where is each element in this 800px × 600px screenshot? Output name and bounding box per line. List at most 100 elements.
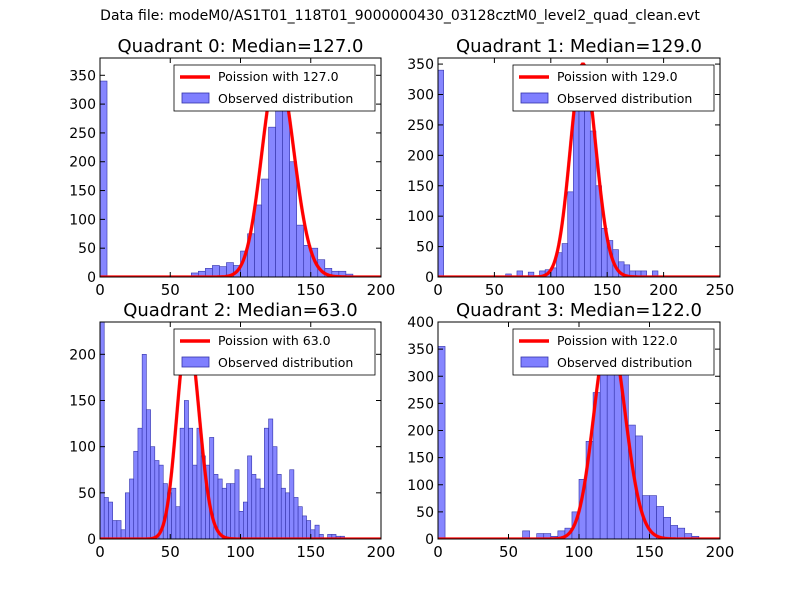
y-tick-label: 100 bbox=[407, 478, 434, 494]
y-tick-label: 100 bbox=[69, 212, 96, 228]
x-tick-label: 0 bbox=[433, 543, 443, 561]
x-tick-label: 50 bbox=[161, 281, 180, 299]
legend-bar-label: Observed distribution bbox=[218, 355, 353, 370]
histogram-bar bbox=[188, 427, 194, 539]
y-tick-label: 200 bbox=[69, 155, 96, 171]
histogram-bar bbox=[268, 126, 276, 277]
panel-quadrant-2: 0 50 100 150 200 0 50 100 150 200 Quadrant 2: Medi… bbox=[69, 300, 395, 561]
legend-line-label: Poission with 129.0 bbox=[557, 69, 678, 84]
y-tick-label: 200 bbox=[407, 148, 434, 164]
histogram-bar bbox=[175, 506, 181, 539]
histogram-bar bbox=[584, 94, 591, 277]
histogram-bar bbox=[255, 478, 261, 539]
legend-line-label: Poission with 63.0 bbox=[218, 333, 331, 348]
x-tick-label: 200 bbox=[367, 543, 396, 561]
x-tick-label: 50 bbox=[161, 543, 180, 561]
histogram-bar bbox=[137, 427, 143, 539]
legend-bar-label: Observed distribution bbox=[557, 355, 692, 370]
legend-bar-label: Observed distribution bbox=[557, 91, 692, 106]
histogram-bar bbox=[599, 359, 608, 539]
histogram-bar bbox=[116, 520, 122, 539]
histogram-bar bbox=[302, 515, 307, 539]
histogram-bar bbox=[171, 487, 177, 539]
histogram-bar bbox=[663, 516, 671, 539]
y-tick-label: 50 bbox=[78, 241, 96, 257]
y-tick-label: 300 bbox=[407, 369, 434, 385]
x-tick-label: 100 bbox=[565, 543, 594, 561]
histogram-bar bbox=[314, 524, 320, 539]
y-tick-label: 350 bbox=[407, 342, 434, 358]
histogram-bar bbox=[567, 191, 574, 277]
histogram-bar bbox=[100, 322, 105, 539]
y-tick-label: 300 bbox=[69, 97, 96, 113]
panel-title: Quadrant 3: Median=122.0 bbox=[456, 300, 702, 321]
histogram-bar bbox=[150, 446, 156, 539]
panel-quadrant-0: 0 50 100 150 200 0 50 100 150 200 250 300 350 Quadran… bbox=[69, 36, 395, 299]
legend-bar-swatch bbox=[520, 92, 549, 104]
y-tick-label: 0 bbox=[87, 532, 96, 548]
legend-bar-swatch bbox=[520, 356, 549, 368]
histogram-bar bbox=[108, 501, 113, 539]
histogram-bar bbox=[112, 520, 118, 539]
histogram-bar bbox=[268, 418, 274, 539]
histogram-bar bbox=[297, 506, 303, 539]
histogram-bar bbox=[318, 534, 324, 539]
histogram-bar bbox=[247, 455, 253, 539]
y-tick-label: 50 bbox=[416, 240, 434, 256]
y-tick-label: 250 bbox=[407, 118, 434, 134]
y-tick-label: 50 bbox=[78, 486, 96, 502]
x-tick-label: 250 bbox=[706, 281, 735, 299]
x-tick-label: 0 bbox=[95, 281, 105, 299]
histogram-bar bbox=[184, 400, 189, 539]
histogram-bar bbox=[192, 464, 198, 539]
legend: Poission with 127.0 Observed distribution bbox=[173, 64, 376, 112]
histogram-bar bbox=[146, 409, 151, 539]
histogram-bar bbox=[254, 204, 262, 277]
plot-area bbox=[100, 66, 381, 277]
histogram-bar bbox=[282, 109, 290, 277]
y-tick-label: 200 bbox=[69, 347, 96, 363]
x-tick-label: 100 bbox=[536, 281, 565, 299]
panel-title: Quadrant 0: Median=127.0 bbox=[118, 36, 364, 57]
histogram-bar bbox=[234, 469, 240, 539]
histogram-bar bbox=[230, 483, 236, 539]
legend: Poission with 129.0 Observed distribution bbox=[512, 64, 715, 112]
histogram-bar bbox=[438, 69, 444, 277]
poisson-curve bbox=[100, 66, 381, 277]
legend: Poission with 122.0 Observed distribution bbox=[512, 328, 715, 376]
histogram-bar bbox=[656, 506, 664, 539]
y-tick-label: 0 bbox=[425, 532, 434, 548]
x-tick-label: 0 bbox=[95, 543, 105, 561]
axes-frame bbox=[437, 57, 721, 278]
y-tick-label: 100 bbox=[69, 440, 96, 456]
x-tick-label: 50 bbox=[499, 543, 518, 561]
histogram-bar bbox=[561, 243, 569, 277]
x-tick-label: 200 bbox=[367, 281, 396, 299]
histogram-bar bbox=[272, 446, 278, 539]
legend-line-label: Poission with 122.0 bbox=[557, 333, 678, 348]
legend: Poission with 63.0 Observed distribution bbox=[173, 328, 376, 376]
legend-bar-label: Observed distribution bbox=[218, 91, 353, 106]
x-tick-label: 150 bbox=[635, 543, 664, 561]
histogram-bar bbox=[293, 497, 299, 539]
histogram-bar bbox=[306, 520, 312, 539]
x-tick-label: 150 bbox=[296, 543, 325, 561]
panel-title: Quadrant 1: Median=129.0 bbox=[456, 36, 702, 57]
histogram-bar bbox=[573, 106, 580, 277]
histogram-bar bbox=[280, 487, 286, 539]
panel-title: Quadrant 2: Median=63.0 bbox=[123, 300, 358, 321]
x-tick-label: 200 bbox=[649, 281, 678, 299]
y-tick-label: 0 bbox=[87, 270, 96, 286]
histogram-bar bbox=[238, 510, 244, 539]
histogram-bar bbox=[578, 82, 585, 277]
histogram-bar bbox=[100, 80, 108, 277]
histogram-bar bbox=[264, 427, 269, 539]
x-tick-label: 50 bbox=[485, 281, 504, 299]
histogram-bar bbox=[285, 492, 290, 539]
figure-title: Data file: modeM0/AS1T01_118T01_90000004… bbox=[100, 8, 700, 24]
histogram-bar bbox=[275, 86, 283, 277]
histogram-bar bbox=[226, 483, 231, 539]
x-tick-label: 150 bbox=[593, 281, 622, 299]
histogram-bar bbox=[103, 497, 109, 539]
